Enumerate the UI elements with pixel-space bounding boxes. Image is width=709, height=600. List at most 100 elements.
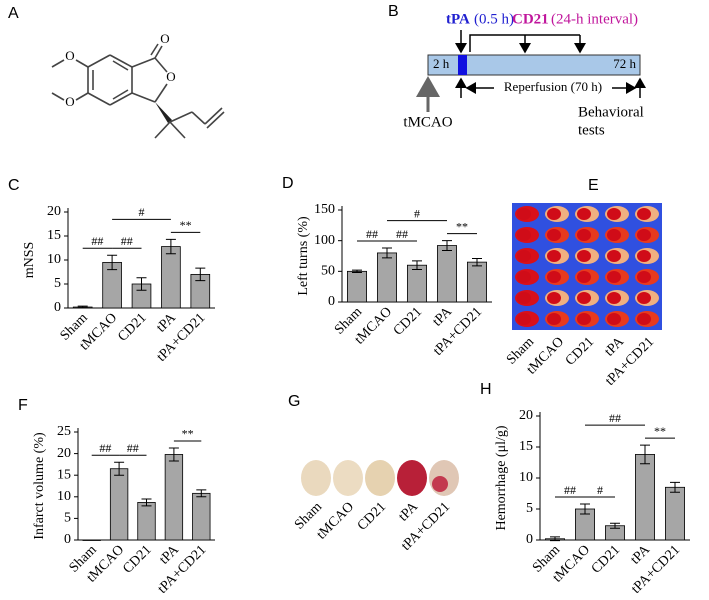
panel-letter: H	[480, 381, 492, 398]
significance-label: #	[414, 206, 420, 220]
y-tick-label: 0	[54, 300, 61, 315]
slice-core	[607, 313, 621, 325]
significance-label: ##	[564, 483, 576, 497]
bar	[161, 246, 181, 309]
x-tick-label: CD21	[120, 542, 154, 576]
y-tick-label: 5	[526, 501, 533, 516]
slice-core	[517, 250, 531, 262]
slice-core	[637, 271, 651, 283]
y-tick-label: 20	[519, 408, 533, 423]
timeline-label: (0.5 h)	[474, 11, 514, 27]
slice-core	[577, 271, 591, 283]
brain-photos	[301, 460, 459, 496]
y-axis-title: Hemorrhage (μl/g)	[494, 425, 509, 530]
atom-label: O	[65, 48, 74, 63]
panel-letter: A	[8, 5, 19, 22]
significance-label: #	[139, 205, 145, 219]
slice-core	[637, 229, 651, 241]
error-bar	[195, 267, 206, 282]
significance-label: ##	[121, 234, 133, 248]
significance-label: ##	[99, 441, 111, 455]
x-tick-label: CD21	[391, 304, 425, 338]
slice-core	[517, 229, 531, 241]
y-tick-label: 25	[57, 424, 71, 439]
error-bar	[165, 238, 176, 255]
y-tick-label: 15	[57, 467, 71, 482]
slice-core	[547, 250, 561, 262]
bar	[635, 454, 656, 541]
rotated-label: CD21	[355, 499, 389, 533]
x-tick-label: CD21	[589, 542, 623, 576]
slice-core	[547, 313, 561, 325]
y-tick-label: 15	[47, 228, 61, 243]
panel-letter: C	[8, 177, 20, 194]
rotated-label: tPA	[396, 499, 422, 525]
chemical-structure	[51, 43, 225, 139]
timeline-label: tests	[578, 122, 605, 138]
timeline-label: CD21	[512, 11, 549, 27]
slice-core	[637, 313, 651, 325]
rotated-label: CD21	[563, 334, 597, 368]
y-tick-label: 50	[321, 264, 335, 279]
slice-core	[577, 250, 591, 262]
error-bar	[412, 260, 422, 270]
y-axis-title: Left turns (%)	[296, 216, 311, 296]
panel-letter: F	[18, 397, 28, 414]
error-bar	[442, 240, 452, 251]
brain-slices	[515, 206, 659, 327]
y-tick-label: 5	[64, 511, 71, 526]
y-tick-label: 20	[47, 204, 61, 219]
error-bar	[136, 277, 147, 291]
error-bar	[77, 305, 88, 309]
slice-core	[517, 208, 531, 220]
significance-label: ##	[127, 441, 139, 455]
error-bar	[550, 536, 560, 542]
y-tick-label: 10	[47, 252, 61, 267]
timeline-label: 2 h	[433, 56, 450, 71]
y-tick-label: 0	[64, 532, 71, 547]
y-tick-label: 10	[519, 470, 533, 485]
error-bar	[472, 257, 482, 267]
tpa-window	[458, 55, 467, 75]
slice-core	[517, 292, 531, 304]
slice-core	[547, 208, 561, 220]
bar	[137, 502, 156, 541]
error-bar	[114, 461, 125, 476]
slice-core	[607, 271, 621, 283]
panel-letter: D	[282, 175, 294, 192]
error-bar	[107, 254, 118, 271]
slice-core	[547, 292, 561, 304]
y-tick-label: 20	[57, 446, 71, 461]
error-bar	[610, 522, 620, 529]
bar	[665, 486, 686, 541]
error-bar	[168, 447, 179, 462]
error-bar	[382, 247, 392, 259]
bar	[109, 468, 129, 541]
timeline-label: 72 h	[613, 56, 636, 71]
bar	[406, 264, 427, 303]
y-tick-label: 5	[54, 276, 61, 291]
timeline-label: tPA	[446, 11, 470, 27]
panel-letter: B	[388, 3, 399, 20]
slice-core	[637, 250, 651, 262]
significance-label: **	[654, 424, 666, 438]
y-tick-label: 0	[526, 532, 533, 547]
atom-label: O	[160, 31, 169, 46]
bar	[466, 261, 487, 303]
timeline-label: Behavioral	[578, 104, 644, 120]
y-tick-label: 100	[314, 233, 335, 248]
label-bg	[494, 81, 612, 95]
slice-core	[547, 229, 561, 241]
bar	[346, 270, 367, 303]
bar	[192, 492, 211, 541]
slice-core	[517, 313, 531, 325]
x-tick-label: CD21	[115, 310, 149, 344]
timeline-label: (24-h interval)	[551, 11, 638, 27]
significance-label: **	[456, 219, 468, 233]
timeline-label: tMCAO	[403, 114, 452, 130]
slice-image	[512, 203, 662, 330]
timeline-bar	[427, 54, 641, 76]
y-tick-label: 0	[328, 294, 335, 309]
y-axis-title: Infarct volume (%)	[32, 432, 47, 540]
